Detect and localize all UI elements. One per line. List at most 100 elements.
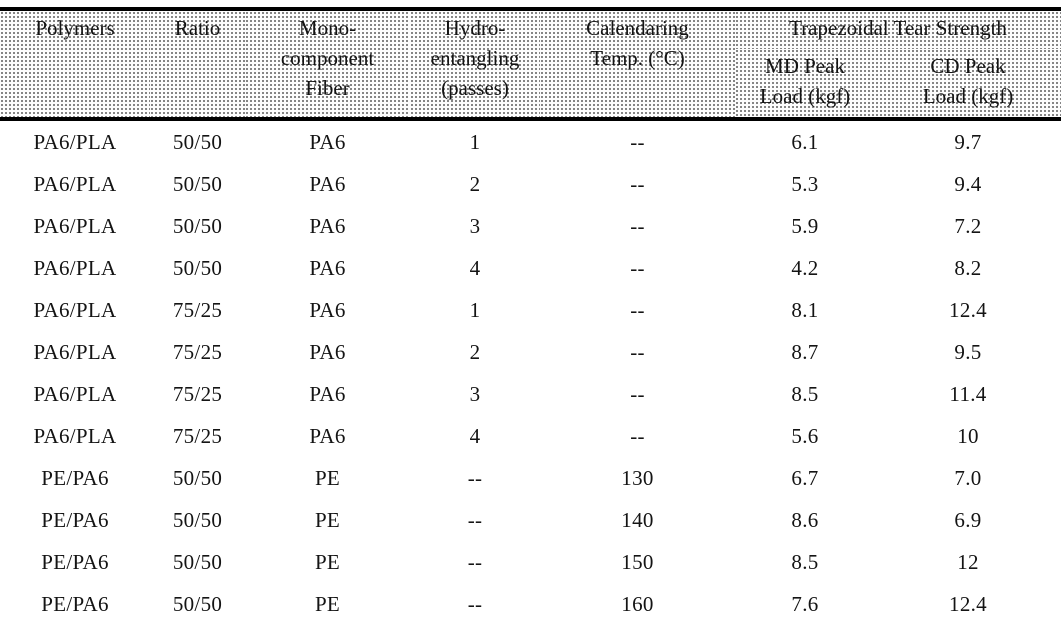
table-cell: 50/50 [172,549,223,574]
table-cell: 6.1 [791,129,819,154]
table-cell: 50/50 [172,465,223,490]
table-row: PA6/PLA 50/50 PA6 1 -- 6.1 9.7 [0,119,1061,163]
table-cell: PA6 [309,213,346,238]
table-cell: PA6/PLA [33,129,117,154]
table-cell: 75/25 [172,339,223,364]
table-cell: 8.5 [791,549,819,574]
table-cell: 10 [957,423,979,448]
table-cell: 9.5 [954,339,982,364]
table-cell: PA6/PLA [33,171,117,196]
table-cell: 8.7 [791,339,819,364]
table-cell: 1 [469,129,481,154]
table-cell: 5.6 [791,423,819,448]
table-cell: PE/PA6 [41,591,109,616]
table-cell: -- [467,507,483,532]
col-header-polymers: Polymers [0,9,150,119]
table-cell: 6.9 [954,507,982,532]
table-cell: PA6/PLA [33,213,117,238]
table-cell: PE/PA6 [41,549,109,574]
table-cell: PA6 [309,339,346,364]
table-cell: PE/PA6 [41,507,109,532]
table-cell: 75/25 [172,381,223,406]
table-cell: 5.3 [791,171,819,196]
table-cell: 6.7 [791,465,819,490]
col-header-hydroentangling-passes: Hydro- entangling (passes) [410,9,540,119]
table-cell: PA6/PLA [33,423,117,448]
table-cell: PE [314,549,341,574]
table-row: PA6/PLA 50/50 PA6 3 -- 5.9 7.2 [0,205,1061,247]
col-header-ratio: Ratio [150,9,245,119]
table-cell: 50/50 [172,171,223,196]
table-cell: -- [467,549,483,574]
col-header-cd-peak-load: CD Peak Load (kgf) [875,49,1061,119]
table-cell: 75/25 [172,297,223,322]
col-header-md-peak-load: MD Peak Load (kgf) [735,49,875,119]
table-cell: -- [630,213,645,238]
table-cell: 50/50 [172,507,223,532]
scanned-document-page: Polymers Ratio Mono- component Fiber Hyd… [0,7,1061,616]
table-cell: PA6 [309,129,346,154]
table-cell: PA6/PLA [33,381,117,406]
table-cell: PA6 [309,255,346,280]
table-row: PA6/PLA 50/50 PA6 4 -- 4.2 8.2 [0,247,1061,289]
header-row-sub: MD Peak Load (kgf) CD Peak Load (kgf) [0,49,1061,119]
table-cell: 75/25 [172,423,223,448]
table-header: Polymers Ratio Mono- component Fiber Hyd… [0,9,1061,119]
table-cell: 140 [621,507,654,532]
table-cell: 12.4 [949,297,987,322]
table-cell: PE [314,465,341,490]
table-cell: 4.2 [791,255,819,280]
table-cell: -- [630,129,645,154]
table-row: PE/PA6 50/50 PE -- 140 8.6 6.9 [0,499,1061,541]
table-row: PA6/PLA 50/50 PA6 2 -- 5.3 9.4 [0,163,1061,205]
table-cell: 8.2 [954,255,982,280]
table-row: PA6/PLA 75/25 PA6 1 -- 8.1 12.4 [0,289,1061,331]
table-cell: 7.0 [954,465,982,490]
table-cell: 50/50 [172,591,223,616]
table-cell: 2 [469,171,481,196]
table-cell: 5.9 [791,213,819,238]
table-cell: PA6 [309,423,346,448]
table-cell: -- [467,465,483,490]
table-cell: 4 [469,255,481,280]
col-header-calendaring-temp: Calendaring Temp. (°C) [540,9,735,119]
table-cell: -- [630,381,645,406]
table-cell: 11.4 [949,381,987,406]
table-cell: 12.4 [949,591,987,616]
tear-strength-table: Polymers Ratio Mono- component Fiber Hyd… [0,7,1061,625]
table-cell: 150 [621,549,654,574]
table-cell: 8.5 [791,381,819,406]
table-cell: PA6 [309,171,346,196]
table-cell: PA6 [309,381,346,406]
table-cell: -- [630,423,645,448]
table-cell: -- [630,171,645,196]
col-header-monocomponent-fiber: Mono- component Fiber [245,9,410,119]
table-cell: 8.1 [791,297,819,322]
table-cell: -- [630,297,645,322]
col-group-header-trapezoidal-tear-strength: Trapezoidal Tear Strength [735,9,1061,49]
table-cell: PE [314,507,341,532]
table-cell: 9.4 [954,171,982,196]
table-cell: 12 [957,549,979,574]
table-cell: PA6/PLA [33,297,117,322]
table-row: PA6/PLA 75/25 PA6 4 -- 5.6 10 [0,415,1061,457]
table-cell: 3 [469,381,481,406]
header-row-top: Polymers Ratio Mono- component Fiber Hyd… [0,9,1061,119]
table-cell: 4 [469,423,481,448]
table-cell: PA6 [309,297,346,322]
table-cell: 2 [469,339,481,364]
table-cell: PE/PA6 [41,465,109,490]
table-cell: 160 [621,591,654,616]
table-row: PA6/PLA 75/25 PA6 3 -- 8.5 11.4 [0,373,1061,415]
table-cell: 7.2 [954,213,982,238]
table-cell: 3 [469,213,481,238]
table-body: PA6/PLA 50/50 PA6 1 -- 6.1 9.7 PA6/PLA 50/50 PA6 2… [0,119,1061,625]
table-cell: 7.6 [791,591,819,616]
table-cell: -- [630,255,645,280]
table-cell: PA6/PLA [33,339,117,364]
table-cell: 50/50 [172,255,223,280]
table-cell: 50/50 [172,213,223,238]
table-row: PE/PA6 50/50 PE -- 130 6.7 7.0 [0,457,1061,499]
table-cell: PA6/PLA [33,255,117,280]
table-cell: 8.6 [791,507,819,532]
